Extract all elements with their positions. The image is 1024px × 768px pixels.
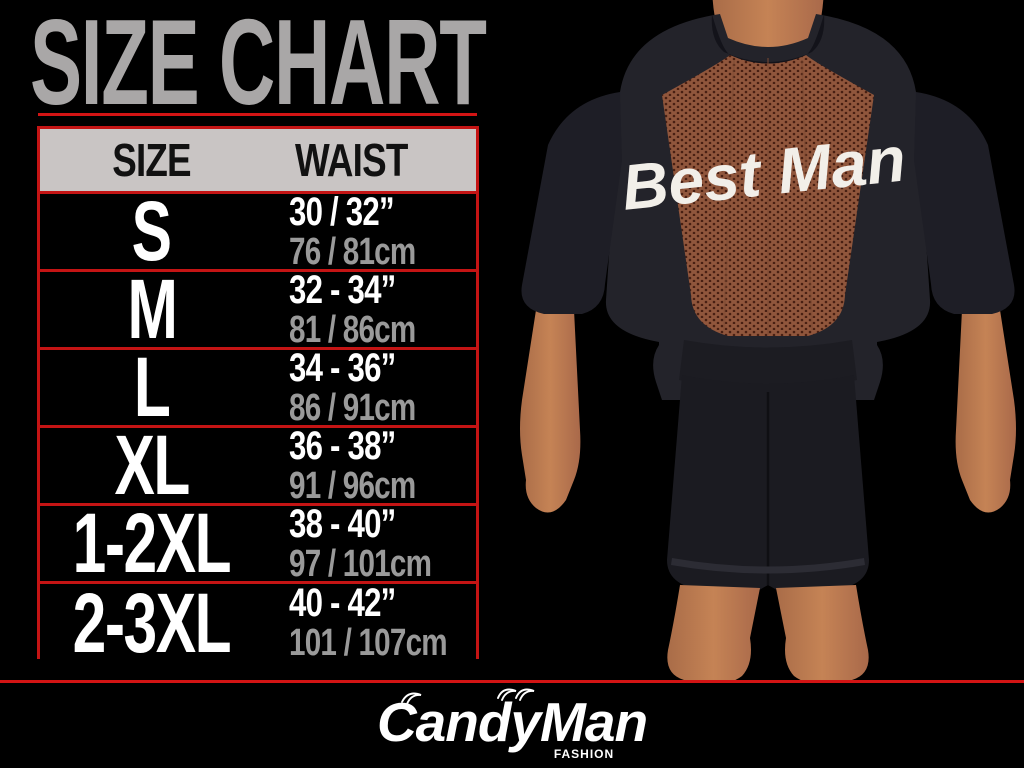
- svg-text:FASHION: FASHION: [554, 747, 614, 761]
- svg-text:CandyMan: CandyMan: [377, 691, 647, 753]
